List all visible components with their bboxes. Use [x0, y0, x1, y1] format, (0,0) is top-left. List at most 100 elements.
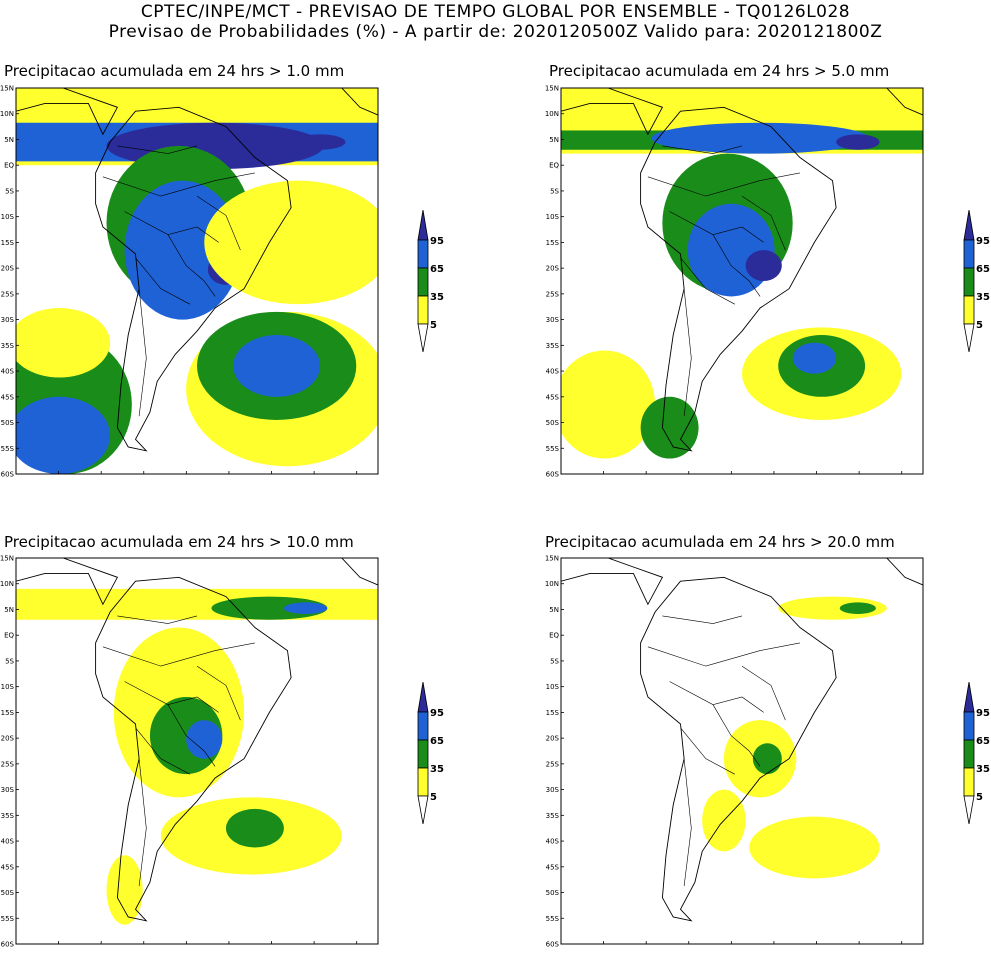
prob-patch — [752, 743, 782, 775]
colorbar-over-95 — [963, 681, 975, 713]
lon-tick-label: 50W — [766, 946, 782, 947]
lon-tick-label: 60W — [723, 946, 739, 947]
country-border — [683, 288, 692, 417]
lat-tick-label: 40S — [1, 838, 15, 846]
lat-tick-label: EQ — [4, 632, 14, 640]
lat-tick-label: 5N — [4, 606, 14, 614]
prob-patch — [745, 250, 782, 281]
lon-tick-label: 60W — [723, 476, 739, 477]
central-america-outline — [561, 88, 664, 136]
lon-tick-label: 100W — [6, 476, 26, 477]
colorbar-over-95 — [417, 209, 429, 241]
lat-tick-label: 55S — [1, 915, 15, 923]
country-border — [683, 758, 692, 887]
precip-probability-fill — [16, 588, 378, 925]
colorbar-segment — [963, 767, 975, 797]
lat-tick-label: 15N — [0, 85, 14, 93]
country-border — [138, 288, 147, 417]
lon-tick-label: 50W — [221, 476, 237, 477]
lat-tick-label: 5S — [5, 657, 14, 665]
lon-tick-label: 40W — [264, 946, 280, 947]
lon-tick-label: 70W — [681, 946, 697, 947]
panel-3-title: Precipitacao acumulada em 24 hrs > 10.0 … — [4, 533, 354, 551]
lon-tick-label: 90W — [51, 946, 67, 947]
lon-tick-label: 30W — [851, 946, 867, 947]
central-america-outline — [16, 88, 119, 136]
colorbar-level-label: 95 — [976, 236, 990, 247]
lat-tick-label: 10N — [0, 580, 14, 588]
colorbar-panel-4: 95 65 35 5 — [962, 681, 990, 828]
lat-tick-label: 45S — [546, 863, 560, 871]
lat-tick-label: 50S — [1, 419, 15, 427]
colorbar-level-label: 5 — [976, 320, 983, 331]
colorbar-under-5 — [963, 323, 975, 353]
south-america-outline — [640, 576, 837, 922]
colorbar-level-label: 95 — [976, 708, 990, 719]
prob-patch — [839, 602, 876, 614]
lon-tick-label: 40W — [264, 476, 280, 477]
colorbar-level-label: 5 — [430, 792, 437, 803]
precip-probability-fill — [702, 596, 887, 879]
lat-tick-label: 50S — [546, 889, 560, 897]
country-border — [167, 234, 216, 297]
map-panel-2: 15N 10N 5N EQ 5S 10S 15S 20S 25S 30S 35S 40S 45S 50S 5… — [545, 85, 925, 477]
lat-tick-label: 50S — [1, 889, 15, 897]
prob-patch — [233, 335, 321, 397]
map-panel-3: 15N 10N 5N EQ 5S 10S 15S 20S 25S 30S 35S 40S 45S 50S 5… — [0, 555, 380, 947]
lon-tick-label: 80W — [93, 946, 109, 947]
lon-tick-label: 90W — [51, 476, 67, 477]
country-border — [662, 615, 743, 624]
lat-tick-label: 30S — [546, 786, 560, 794]
lat-tick-label: 60S — [1, 941, 15, 948]
lon-tick-label: 70W — [136, 476, 152, 477]
lon-tick-label: 40W — [809, 946, 825, 947]
colorbar-segment — [417, 711, 429, 741]
colorbar-segment — [963, 267, 975, 297]
prob-patch — [792, 342, 837, 374]
colorbar-segment — [963, 739, 975, 769]
lon-tick-label: 80W — [638, 476, 654, 477]
colorbar-segment — [417, 739, 429, 769]
map-frame — [560, 87, 924, 475]
colorbar-segment — [417, 295, 429, 325]
lat-tick-label: 30S — [1, 316, 15, 324]
figure-title: CPTEC/INPE/MCT - PREVISAO DE TEMPO GLOBA… — [140, 2, 851, 22]
colorbar-under-5 — [417, 323, 429, 353]
south-america-outline — [95, 576, 292, 922]
country-border — [117, 615, 198, 624]
lat-tick-label: 40S — [546, 368, 560, 376]
central-america-outline — [561, 558, 664, 606]
lon-tick-label: 90W — [596, 476, 612, 477]
africa-outline — [341, 88, 378, 116]
lat-tick-label: 35S — [546, 342, 560, 350]
country-border — [124, 211, 219, 243]
coastlines — [16, 88, 378, 452]
lon-tick-label: 30W — [306, 946, 322, 947]
prob-patch — [651, 122, 869, 154]
lat-tick-label: 40S — [546, 838, 560, 846]
country-border — [117, 145, 198, 154]
colorbar-level-label: 35 — [976, 764, 990, 775]
country-border — [680, 257, 735, 305]
country-border — [138, 758, 147, 887]
panel-4-title: Precipitacao acumulada em 24 hrs > 20.0 … — [545, 533, 895, 551]
lat-tick-label: 10S — [546, 213, 560, 221]
lat-tick-label: 5N — [4, 136, 14, 144]
panel-1-title: Precipitacao acumulada em 24 hrs > 1.0 m… — [4, 62, 345, 80]
prob-patch — [778, 596, 887, 620]
map-frame — [560, 557, 924, 945]
colorbar-level-label: 5 — [430, 320, 437, 331]
lon-tick-label: 20W — [894, 476, 910, 477]
precip-probability-fill — [561, 88, 923, 459]
lat-tick-label: 40S — [1, 368, 15, 376]
colorbar-level-label: 95 — [430, 236, 444, 247]
colorbar-level-label: 65 — [976, 264, 990, 275]
country-border — [167, 704, 216, 767]
country-border — [135, 257, 190, 305]
lat-tick-label: 5S — [550, 657, 559, 665]
lon-tick-label: 20W — [349, 946, 365, 947]
country-border — [712, 704, 761, 767]
country-border — [669, 211, 764, 243]
lon-tick-label: 50W — [766, 476, 782, 477]
lat-tick-label: 55S — [546, 445, 560, 453]
